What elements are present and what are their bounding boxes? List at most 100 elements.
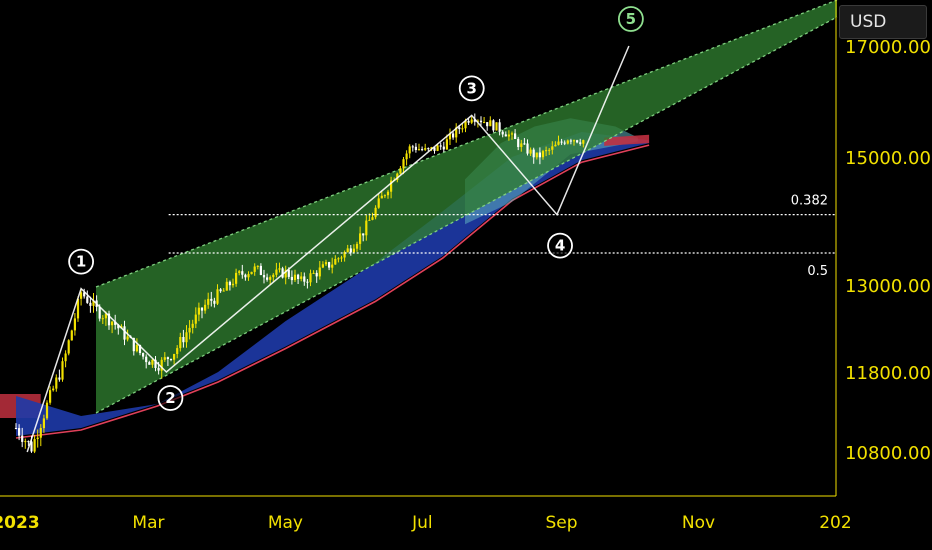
wave-3-label: 3 xyxy=(467,79,477,97)
candle-body-144 xyxy=(461,128,464,130)
candle-body-94 xyxy=(306,281,309,283)
candle-body-102 xyxy=(331,264,334,268)
candle-body-55 xyxy=(185,332,188,343)
candle-body-150 xyxy=(479,120,483,123)
candle-body-139 xyxy=(445,139,448,150)
candle-body-1 xyxy=(18,428,21,436)
candle-body-100 xyxy=(324,262,328,265)
candle-body-92 xyxy=(300,276,303,279)
candle-body-84 xyxy=(275,269,278,275)
candle-body-16 xyxy=(64,353,67,362)
axes: 17000.00 15000.00 13000.00 11800.00 10800.00… xyxy=(0,0,931,533)
candle-body-48 xyxy=(163,357,166,360)
candle-body-158 xyxy=(504,134,507,137)
candle-body-173 xyxy=(551,146,554,150)
candle-body-41 xyxy=(142,353,145,357)
candle-body-128 xyxy=(411,146,414,148)
candle-body-123 xyxy=(396,173,399,180)
y-tick-15000: 15000.00 xyxy=(845,148,931,169)
candle-body-9 xyxy=(42,418,45,429)
candle-body-44 xyxy=(151,359,154,365)
candle-body-98 xyxy=(318,267,321,277)
candle-body-75 xyxy=(247,274,250,278)
candle-body-163 xyxy=(520,143,523,147)
candle-body-117 xyxy=(377,198,380,208)
currency-button[interactable]: USD xyxy=(839,5,927,39)
candle-body-62 xyxy=(207,298,210,305)
candle-body-131 xyxy=(421,149,424,151)
candle-body-82 xyxy=(269,277,272,280)
candle-body-74 xyxy=(244,274,247,278)
candlesticks xyxy=(14,113,585,454)
candle-body-40 xyxy=(138,345,142,353)
candle-body-168 xyxy=(535,152,538,158)
candle-body-183 xyxy=(582,140,585,144)
wave-1-label: 1 xyxy=(76,253,86,271)
candle-body-182 xyxy=(579,142,582,144)
cloud-lower-edge xyxy=(15,144,650,439)
candle-body-81 xyxy=(266,277,269,280)
candle-body-35 xyxy=(123,326,126,340)
channel-upper-edge xyxy=(95,0,838,288)
candle-body-96 xyxy=(312,272,315,274)
candle-body-61 xyxy=(204,304,207,311)
candle-body-89 xyxy=(290,276,293,281)
candle-body-135 xyxy=(433,147,436,151)
candle-body-153 xyxy=(489,120,492,127)
x-tick-Sep: Sep xyxy=(546,513,578,533)
candle-body-76 xyxy=(250,271,253,275)
candle-body-36 xyxy=(126,336,129,340)
candle-body-79 xyxy=(259,265,262,275)
candle-body-69 xyxy=(228,281,231,286)
candle-body-23 xyxy=(86,296,89,303)
candle-body-21 xyxy=(80,292,83,299)
candle-body-155 xyxy=(495,122,498,131)
candle-body-174 xyxy=(554,144,557,147)
candle-body-133 xyxy=(427,148,430,150)
candle-body-107 xyxy=(346,248,349,252)
candle-body-113 xyxy=(365,220,368,236)
candle-body-63 xyxy=(210,298,213,301)
wave-3-circle xyxy=(458,75,485,102)
candle-body-167 xyxy=(532,149,535,158)
candle-body-43 xyxy=(148,362,151,365)
candle-body-136 xyxy=(436,145,439,151)
candle-body-178 xyxy=(566,140,569,144)
elliott-wave: 1 2 3 4 5 xyxy=(26,6,644,453)
candle-body-64 xyxy=(213,300,216,304)
candle-body-15 xyxy=(61,361,64,380)
candle-body-154 xyxy=(492,120,495,131)
candle-body-132 xyxy=(424,148,427,150)
candle-body-115 xyxy=(371,217,374,220)
candle-body-119 xyxy=(383,195,386,197)
candle-body-159 xyxy=(507,134,510,137)
candle-body-67 xyxy=(222,290,225,292)
candle-body-179 xyxy=(569,140,572,142)
candle-body-14 xyxy=(58,377,61,380)
fib-label-0.382: 0.382 xyxy=(791,194,828,209)
candle-body-49 xyxy=(166,357,169,359)
candle-body-78 xyxy=(256,265,259,267)
candle-body-103 xyxy=(334,259,337,265)
candle-body-148 xyxy=(473,119,476,122)
candle-body-162 xyxy=(517,138,520,147)
y-tick-10800: 10800.00 xyxy=(845,443,931,464)
candle-body-145 xyxy=(464,120,467,129)
candle-body-85 xyxy=(278,268,281,270)
wave-1-circle xyxy=(68,248,95,275)
candle-body-169 xyxy=(538,152,541,158)
candle-body-181 xyxy=(576,140,579,143)
candle-body-2 xyxy=(21,435,24,442)
candle-body-11 xyxy=(49,390,52,403)
candle-body-120 xyxy=(386,191,390,196)
candle-body-129 xyxy=(414,146,417,150)
wave-path xyxy=(26,45,630,453)
cloud-red-future xyxy=(604,134,650,146)
candle-body-170 xyxy=(541,151,545,158)
candle-body-5 xyxy=(30,441,33,452)
candle-body-165 xyxy=(526,143,529,154)
candle-body-110 xyxy=(355,243,359,249)
candle-body-118 xyxy=(380,195,383,199)
candle-body-101 xyxy=(328,262,331,268)
